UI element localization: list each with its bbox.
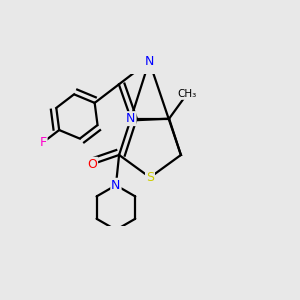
Text: F: F bbox=[40, 136, 46, 149]
Text: N: N bbox=[126, 112, 136, 125]
Text: N: N bbox=[111, 179, 121, 192]
Text: N: N bbox=[145, 55, 154, 68]
Text: O: O bbox=[87, 158, 97, 171]
Text: S: S bbox=[146, 171, 154, 184]
Text: CH₃: CH₃ bbox=[177, 89, 196, 99]
